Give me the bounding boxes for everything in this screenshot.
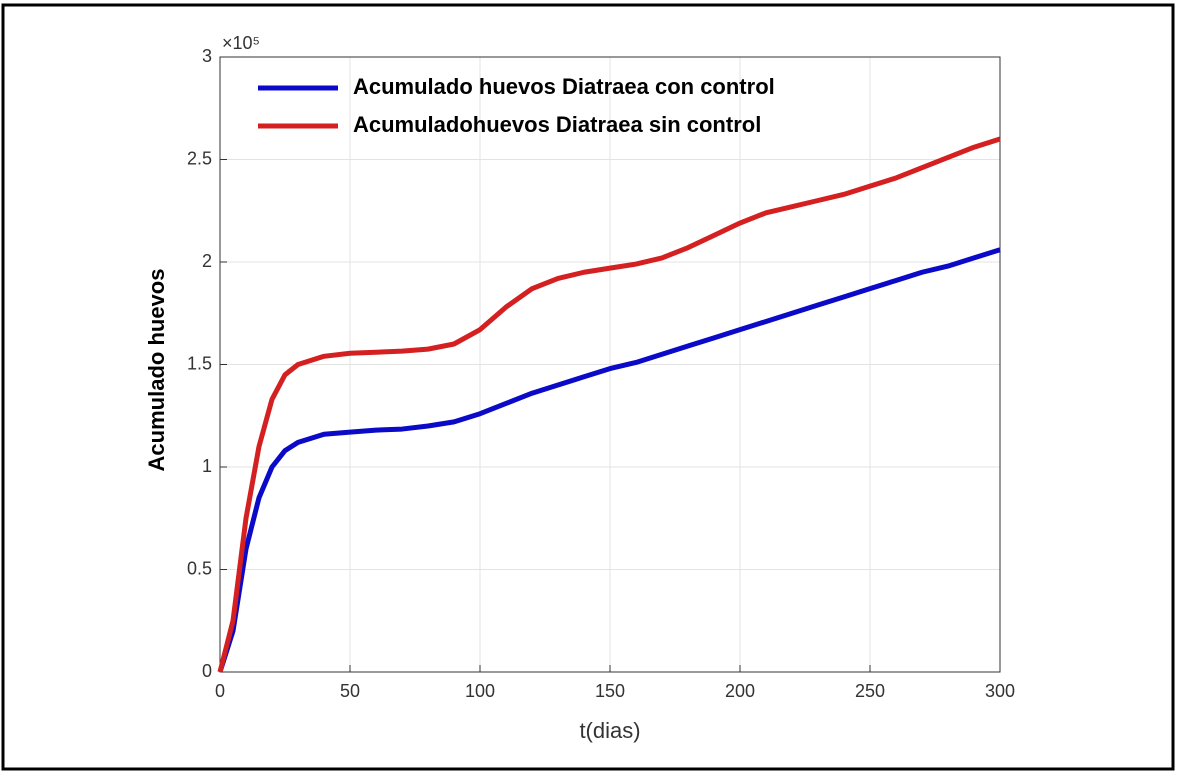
- x-tick-label: 100: [465, 681, 495, 701]
- y-tick-label: 1.5: [187, 353, 212, 373]
- x-tick-label: 200: [725, 681, 755, 701]
- legend-label: Acumulado huevos Diatraea con control: [353, 74, 775, 99]
- x-tick-label: 250: [855, 681, 885, 701]
- line-series: [217, 136, 1001, 673]
- y-multiplier: ×10⁵: [222, 33, 260, 53]
- x-tick-label: 150: [595, 681, 625, 701]
- y-tick-label: 1: [202, 456, 212, 476]
- x-tick-label: 300: [985, 681, 1015, 701]
- x-tick-label: 50: [340, 681, 360, 701]
- y-tick-label: 2.5: [187, 148, 212, 168]
- plot-box: [219, 56, 1001, 673]
- x-tick-label: 0: [215, 681, 225, 701]
- legend-label: Acumuladohuevos Diatraea sin control: [353, 112, 761, 137]
- y-tick-label: 3: [202, 46, 212, 66]
- y-tick-label: 0: [202, 661, 212, 681]
- x-axis-label: t(dias): [579, 718, 640, 743]
- y-tick-label: 0.5: [187, 558, 212, 578]
- frame: [1, 3, 1175, 771]
- line-series: [217, 247, 1001, 673]
- y-tick-label: 2: [202, 251, 212, 271]
- y-axis-label: Acumulado huevos: [144, 269, 169, 472]
